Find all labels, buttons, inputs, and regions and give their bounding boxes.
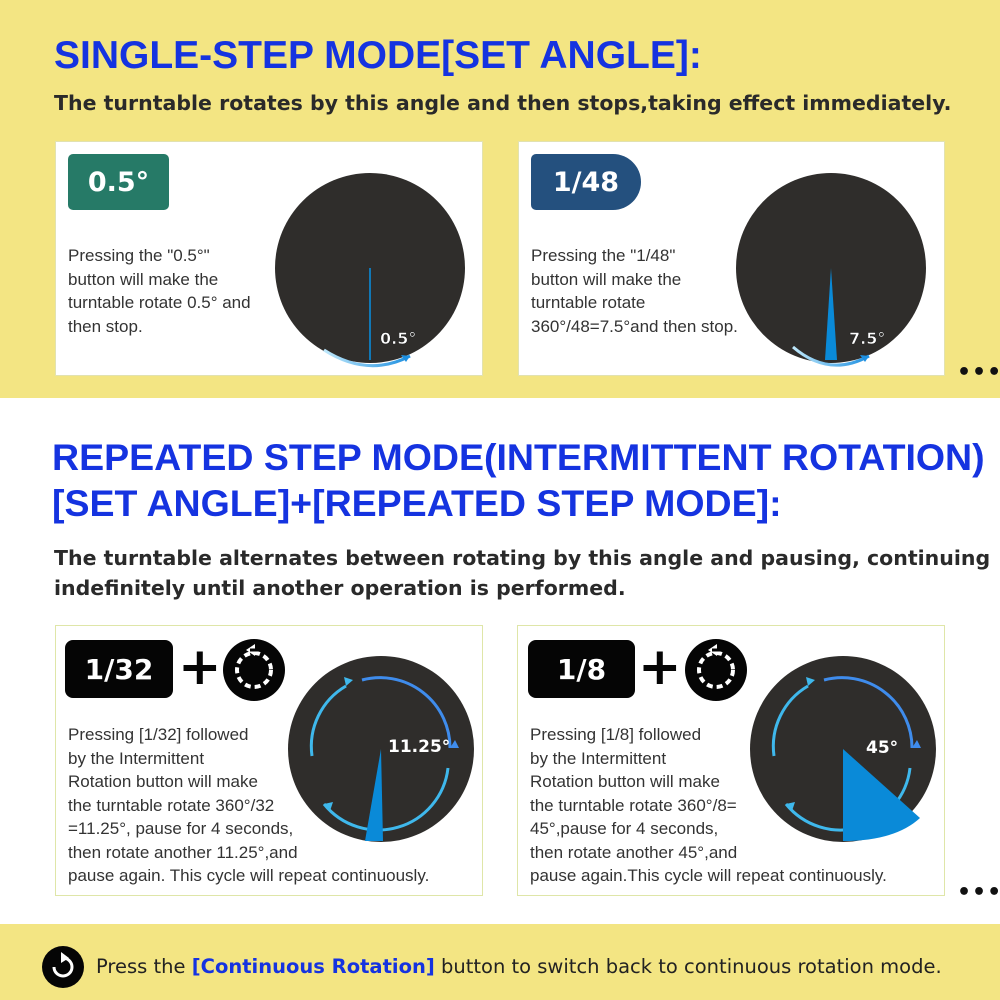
desc-line: turntable rotate [531,293,646,312]
repeated-step-title-line1: REPEATED STEP MODE(INTERMITTENT ROTATION… [52,436,985,478]
repeated-step-subtitle-line2: indefinitely until another operation is … [54,576,626,600]
chip-one-8th: 1/8 [528,640,635,698]
repeated-step-subtitle-line1: The turntable alternates between rotatin… [54,546,991,570]
rotation-arrow-ring [322,767,450,832]
angle-label: 11.25° [388,737,450,757]
footer-note: Press the [Continuous Rotation] button t… [96,955,942,978]
turntable-diagram-one-48th: 7.5° [736,173,926,367]
continuous-rotation-label: [Continuous Rotation] [191,955,435,978]
card-one-32nd: 1/32 + Pressing [1/32] followed by the I… [55,625,483,896]
desc-line: 360°/48=7.5°and then stop. [531,316,738,336]
desc-line: by the Intermittent [68,748,205,768]
angle-label: 0.5° [380,329,416,348]
desc-line: =11.25°, pause for 4 seconds, [68,819,294,838]
more-indicator: ••• [957,360,1000,385]
desc-line: by the Intermittent [530,748,667,768]
desc-line: pause again. This cycle will repeat cont… [68,866,430,885]
desc-line: turntable rotate 0.5° and [68,293,251,312]
card-one-8th-desc: Pressing [1/8] followed by the Intermitt… [530,723,940,888]
single-step-title: SINGLE-STEP MODE[SET ANGLE]: [54,34,702,77]
rotation-arrow-ring [823,676,914,749]
desc-line: the turntable rotate 360°/32 [68,795,275,815]
intermittent-rotation-icon [685,639,747,701]
turntable-diagram-one-8th: 45° [750,656,936,842]
intermittent-rotation-icon [223,639,285,701]
chip-half-degree: 0.5° [68,154,169,210]
repeated-step-title-line2: [SET ANGLE]+[REPEATED STEP MODE]: [52,482,782,524]
single-step-subtitle: The turntable rotates by this angle and … [54,91,952,115]
desc-line: pause again.This cycle will repeat conti… [530,866,887,885]
angle-wedge [843,749,920,841]
desc-line: then rotate another 11.25°,and [68,842,298,862]
desc-line: Rotation button will make [68,772,258,791]
card-one-48th-desc: Pressing the "1/48" button will make the… [531,244,771,338]
card-one-48th: 1/48 Pressing the "1/48" button will mak… [518,141,945,376]
chip-one-48th: 1/48 [531,154,641,210]
rotation-arrow-ring [309,684,347,757]
card-one-8th: 1/8 + Pressing [1/8] followed by the Int… [517,625,945,896]
rotation-arrow [323,348,411,368]
angle-wedge [825,268,837,360]
rotation-arrowhead [860,355,869,362]
plus-sign: + [638,637,682,697]
desc-line: button will make the [68,269,219,289]
desc-line: Pressing [1/8] followed [530,725,702,744]
angle-wedge [365,749,383,841]
desc-line: 45°,pause for 4 seconds, [530,819,719,838]
desc-line: button will make the [531,269,682,289]
chip-one-32nd: 1/32 [65,640,173,698]
desc-line: Pressing [1/32] followed [68,725,249,744]
card-half-degree: 0.5° Pressing the "0.5°" button will mak… [55,141,483,376]
desc-line: Rotation button will make [530,772,720,791]
continuous-rotation-icon[interactable] [41,945,85,989]
rotation-arrow-ring [771,684,809,757]
rotation-arrow [792,345,870,367]
turntable-diagram-half-degree: 0.5° [275,173,465,368]
desc-line: Pressing the "0.5°" [68,246,210,265]
desc-line: the turntable rotate 360°/8= [530,795,737,815]
more-indicator: ••• [957,880,1000,905]
turntable-diagram-one-32nd: 11.25° [288,656,474,842]
footer-prefix: Press the [96,955,192,978]
bottom-band [0,924,1000,1000]
rotation-arrowhead [401,355,410,362]
card-one-32nd-desc: Pressing [1/32] followed by the Intermit… [68,723,478,888]
footer-suffix: button to switch back to continuous rota… [434,955,942,978]
angle-label: 7.5° [849,329,885,348]
plus-sign: + [178,637,222,697]
angle-label: 45° [866,738,898,758]
rotation-arrow-ring [361,676,452,749]
desc-line: then stop. [68,316,143,336]
desc-line: Pressing the "1/48" [531,246,676,265]
card-half-degree-desc: Pressing the "0.5°" button will make the… [68,244,288,338]
desc-line: then rotate another 45°,and [530,842,738,862]
